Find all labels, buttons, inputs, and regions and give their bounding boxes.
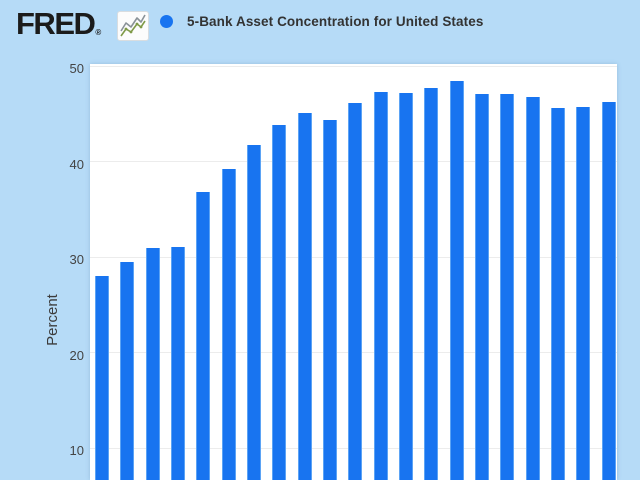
bar[interactable] [525, 97, 540, 480]
bar[interactable] [424, 88, 439, 480]
fred-logo-text: FRED [16, 6, 96, 41]
bar[interactable] [246, 144, 261, 480]
y-tick-label: 40 [69, 156, 84, 172]
bar[interactable] [348, 102, 363, 480]
bar[interactable] [170, 246, 185, 480]
bar[interactable] [221, 168, 236, 480]
gridline-50 [90, 65, 617, 67]
bar[interactable] [398, 93, 413, 480]
series-label: 5-Bank Asset Concentration for United St… [187, 14, 484, 29]
y-tick-label: 50 [69, 61, 84, 76]
bar[interactable] [550, 107, 565, 480]
line-chart-icon [117, 11, 149, 41]
legend: 5-Bank Asset Concentration for United St… [160, 14, 483, 29]
bar[interactable] [95, 275, 109, 480]
y-tick-label: 10 [69, 443, 84, 458]
registered-trademark: ® [95, 28, 102, 37]
bar[interactable] [145, 247, 160, 480]
bar[interactable] [297, 113, 312, 480]
y-tick-label: 20 [69, 347, 84, 363]
bar[interactable] [272, 124, 287, 480]
series-marker-icon [160, 15, 173, 28]
bar[interactable] [576, 106, 591, 480]
bar[interactable] [449, 80, 464, 480]
fred-logo[interactable]: FRED ® [16, 6, 101, 42]
bar[interactable] [196, 191, 211, 480]
y-tick-label: 30 [69, 252, 84, 267]
bar[interactable] [601, 101, 616, 480]
bar[interactable] [474, 94, 489, 480]
line-chart-icon-svg [120, 14, 146, 37]
bar[interactable] [322, 119, 337, 480]
bar[interactable] [500, 94, 515, 480]
plot-area [90, 64, 617, 480]
bar[interactable] [373, 92, 388, 480]
bar[interactable] [120, 262, 135, 480]
